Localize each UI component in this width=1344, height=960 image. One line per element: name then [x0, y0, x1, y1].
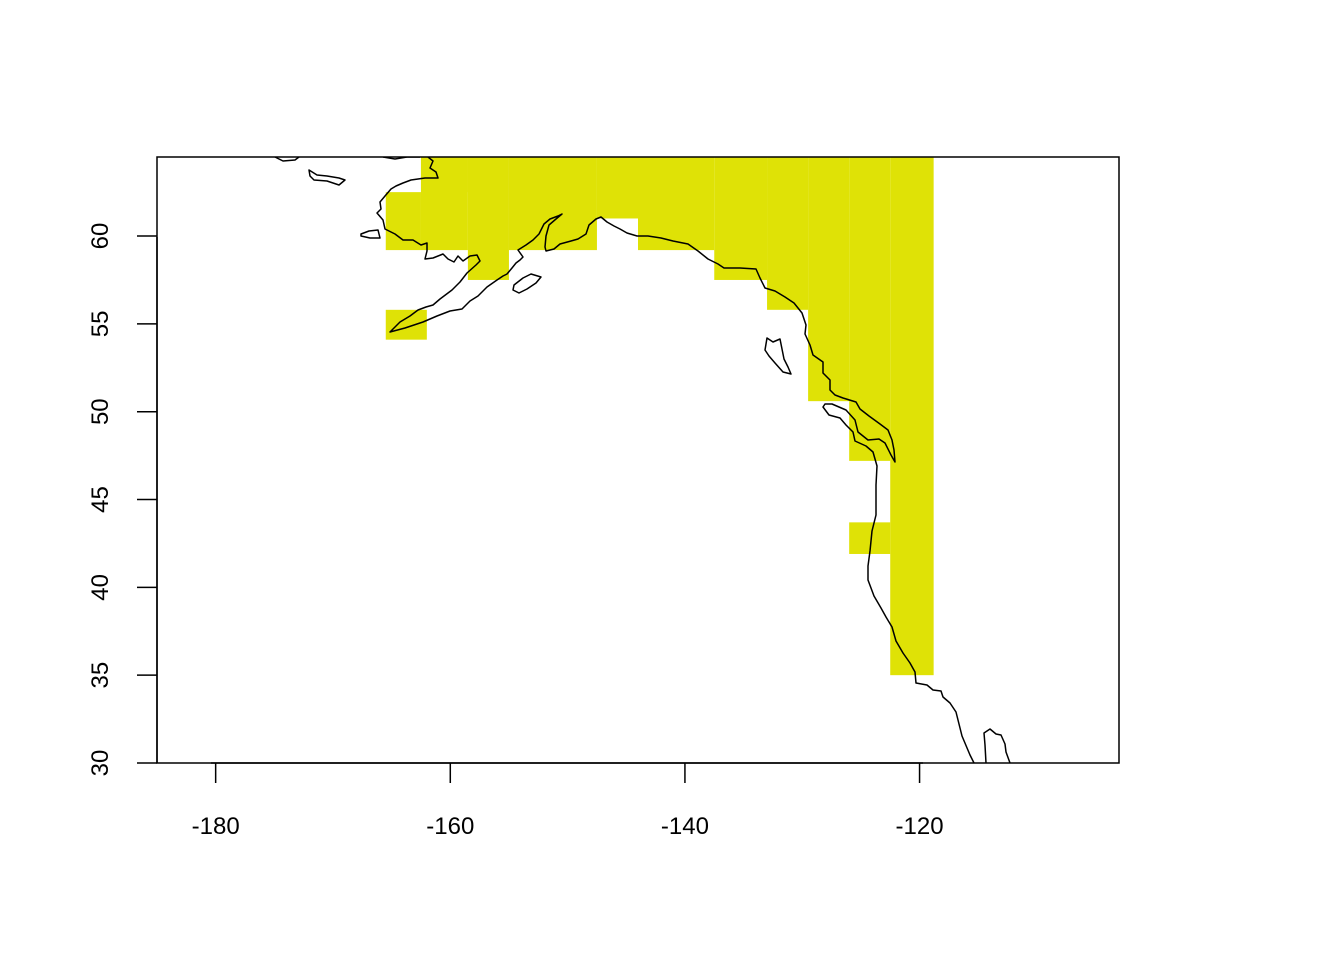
- raster-cell: [767, 157, 808, 310]
- y-tick-label: 40: [87, 574, 114, 601]
- coastline-island: [309, 170, 345, 185]
- y-tick-label: 30: [87, 750, 114, 777]
- coastline-island: [513, 274, 541, 293]
- y-tick-label: 55: [87, 311, 114, 338]
- raster-cell: [597, 157, 638, 218]
- y-tick-label: 50: [87, 398, 114, 425]
- raster-cell: [890, 157, 933, 675]
- x-tick-label: -140: [661, 813, 709, 840]
- raster-cell: [849, 157, 890, 461]
- raster-cell: [468, 157, 509, 280]
- x-tick-label: -120: [896, 813, 944, 840]
- y-tick-label: 35: [87, 662, 114, 689]
- coastline-island: [984, 729, 1010, 763]
- raster-cell: [421, 157, 468, 250]
- raster-cell: [808, 157, 849, 401]
- raster-cell: [386, 310, 427, 340]
- y-axis: 30 35 40 45 50 55 60: [87, 223, 157, 777]
- y-tick-label: 60: [87, 223, 114, 250]
- x-tick-label: -180: [192, 813, 240, 840]
- x-axis: -180 -160 -140 -120: [192, 763, 944, 840]
- coastline-island: [765, 338, 791, 374]
- coastline-island: [361, 230, 380, 238]
- y-tick-label: 45: [87, 486, 114, 513]
- x-tick-label: -160: [426, 813, 474, 840]
- raster-cell: [714, 157, 767, 280]
